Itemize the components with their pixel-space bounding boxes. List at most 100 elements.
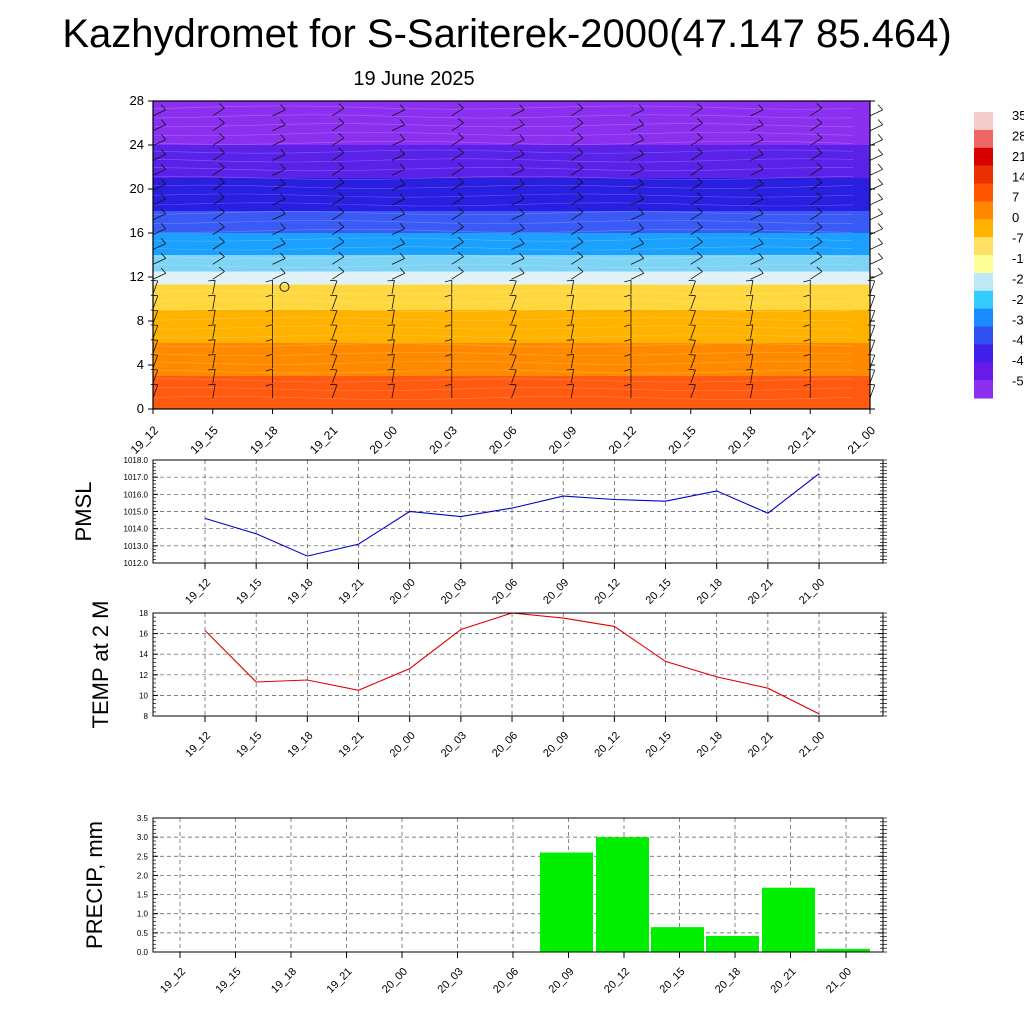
x-tick-label: 19_18: [285, 730, 315, 760]
wind-barb: [758, 223, 764, 229]
wind-barb: [690, 182, 703, 191]
wind-barb: [280, 148, 286, 155]
wind-barb: [577, 236, 584, 243]
wind-barb: [577, 207, 584, 213]
y-tick-label: 14: [139, 650, 148, 659]
x-tick-label: 20_15: [665, 423, 699, 457]
calm-wind-marker: [279, 281, 290, 292]
wind-barb: [867, 279, 875, 282]
x-tick-label: 20_09: [546, 423, 580, 457]
wind-barb: [577, 147, 584, 154]
wind-barb: [519, 148, 525, 155]
wind-barb: [332, 241, 345, 250]
x-tick-label: 20_03: [426, 423, 460, 457]
x-tick-label: 20_18: [713, 966, 743, 996]
x-tick-label: 20_03: [439, 730, 469, 760]
wind-barb: [690, 226, 703, 235]
wind-barb: [331, 325, 338, 339]
wind-barb: [280, 163, 286, 170]
wind-barb: [867, 383, 875, 386]
chart-subtitle: 19 June 2025: [353, 68, 475, 90]
wind-barb: [869, 354, 876, 369]
x-tick-label: 20_00: [380, 966, 410, 996]
wind-barb: [265, 353, 273, 357]
wind-barb: [690, 384, 696, 399]
wind-barb: [457, 118, 464, 124]
wind-barb: [387, 309, 395, 311]
wind-barb: [877, 252, 884, 259]
wind-barb: [696, 132, 703, 139]
colorbar-swatch: [974, 237, 993, 256]
contour-line: [152, 316, 854, 321]
wind-barb: [638, 193, 645, 200]
wind-barb: [690, 196, 703, 206]
wind-barb: [630, 154, 644, 161]
wind-barb: [160, 104, 167, 111]
wind-barb: [803, 294, 811, 298]
wind-barb: [457, 132, 464, 139]
wind-barb: [816, 192, 823, 198]
wind-barb: [272, 109, 286, 117]
wind-barb: [338, 251, 345, 258]
wind-barb: [208, 324, 216, 326]
colorbar-label: -21: [1012, 271, 1024, 286]
wind-barb: [869, 280, 876, 295]
wind-barb: [630, 168, 644, 176]
wind-barb: [399, 208, 406, 215]
wind-barb: [690, 152, 703, 161]
wind-barb: [152, 228, 166, 236]
wind-barb: [444, 309, 452, 312]
wind-barb: [867, 339, 875, 341]
wind-barb: [877, 104, 884, 111]
wind-barb: [630, 258, 644, 265]
wind-barb: [690, 310, 696, 324]
y-tick-label: 1017.0: [124, 473, 149, 482]
wind-barb: [509, 369, 517, 371]
wind-barb: [391, 384, 395, 399]
wind-barb: [457, 192, 464, 198]
wind-barb: [810, 167, 823, 176]
wind-barb: [391, 183, 405, 191]
colorbar-label: -28: [1012, 292, 1024, 307]
wind-barb: [331, 354, 338, 369]
y-tick-label: 2.0: [137, 871, 149, 880]
wind-barb: [750, 309, 754, 324]
wind-barb: [869, 272, 883, 280]
y-tick-label: 10: [139, 691, 148, 700]
wind-barb: [869, 340, 876, 354]
wind-barb: [332, 107, 345, 117]
wind-barb: [519, 178, 525, 185]
wind-barb: [758, 119, 764, 126]
contour-line: [152, 246, 854, 251]
wind-barb: [332, 271, 345, 280]
wind-barb: [745, 369, 753, 371]
wind-barb: [152, 272, 166, 280]
wind-barb: [387, 279, 395, 282]
wind-barb: [638, 267, 645, 274]
wind-barb: [272, 198, 286, 206]
wind-barb: [577, 222, 584, 228]
wind-barb: [509, 339, 517, 341]
wind-barb: [745, 339, 753, 341]
wind-barb: [571, 107, 584, 117]
contour-line: [152, 167, 854, 172]
wind-barb: [519, 163, 525, 170]
panel-frame: [152, 817, 884, 953]
wind-barb: [750, 339, 754, 354]
wind-barb: [509, 279, 517, 282]
x-tick-label: 20_09: [541, 577, 571, 607]
contour-line: [152, 105, 854, 110]
wind-barb: [511, 325, 517, 339]
wind-barb: [338, 118, 345, 124]
wind-barb: [457, 266, 464, 272]
wind-barb: [803, 279, 811, 283]
wind-barb: [451, 182, 464, 191]
wind-barb: [212, 369, 216, 384]
colorbar-label: -35: [1012, 312, 1024, 327]
contour-line: [152, 202, 854, 207]
wind-barb: [391, 258, 405, 265]
colorbar-label: -56: [1012, 374, 1024, 389]
wind-barb: [690, 211, 703, 221]
wind-barb: [566, 354, 574, 356]
wind-barb: [696, 118, 703, 124]
